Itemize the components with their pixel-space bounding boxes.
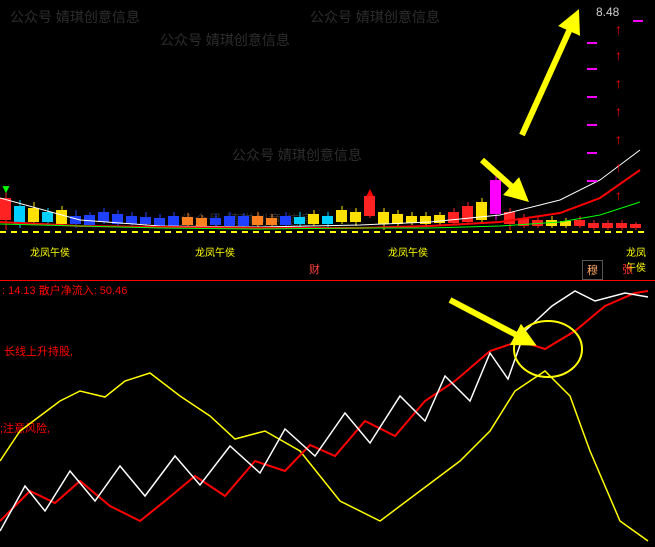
candle: [462, 202, 473, 230]
candle: [238, 213, 249, 230]
candle: [378, 208, 389, 230]
candle: [196, 215, 207, 230]
candle-marker: ▲: [364, 185, 376, 199]
candle: [532, 216, 543, 230]
candle: [448, 208, 459, 230]
candle: [140, 212, 151, 230]
candle: [420, 212, 431, 230]
candle: [560, 218, 571, 230]
up-arrow-icon: ↑: [615, 76, 622, 90]
candle: [322, 212, 333, 230]
level-dash: [587, 180, 597, 182]
marker-text: 龙凤午侯: [195, 244, 235, 259]
candle: [168, 212, 179, 230]
strip-tag: 财: [305, 260, 324, 278]
candle: [588, 220, 599, 230]
candle: [294, 212, 305, 230]
top-overlay: [0, 0, 655, 280]
candle: [476, 198, 487, 230]
candle: [392, 210, 403, 230]
tag-strip: 财 穆张: [0, 260, 655, 282]
level-dash: [587, 96, 597, 98]
candle: [210, 214, 221, 230]
candle: [154, 214, 165, 230]
candle: [574, 216, 585, 230]
watermark: 公众号 婧琪创意信息: [10, 7, 140, 27]
level-dash: [587, 68, 597, 70]
candle: [42, 208, 53, 230]
level-dash: [587, 124, 597, 126]
level-dash: [633, 20, 643, 22]
candle: [98, 208, 109, 230]
candle: [616, 220, 627, 230]
up-arrow-icon: ↑: [615, 104, 622, 118]
candle: [14, 200, 25, 230]
strip-tag: 张: [618, 260, 637, 278]
indicator-label: 长线上升持股,: [4, 346, 73, 359]
candle: [126, 212, 137, 230]
candlestick-panel: 公众号 婧琪创意信息公众号 婧琪创意信息公众号 婧琪创意信息公众号 婧琪创意信息…: [0, 0, 655, 280]
level-dash: [587, 42, 597, 44]
marker-text: 龙凤午侯: [388, 244, 428, 259]
level-dash: [587, 152, 597, 154]
candle: [56, 206, 67, 230]
candle-marker: ▼: [0, 182, 12, 196]
candle: [308, 210, 319, 230]
watermark: 公众号 婧琪创意信息: [232, 145, 362, 165]
candle: [406, 212, 417, 230]
candle: [504, 208, 515, 230]
strip-tag: 穆: [582, 260, 603, 280]
candle: [112, 210, 123, 230]
marker-text: 龙凤午侯: [30, 244, 70, 259]
candle: [490, 175, 501, 230]
candle: [280, 212, 291, 230]
up-arrow-icon: ↑: [615, 160, 622, 174]
candle: [266, 214, 277, 230]
up-arrow-icon: ↑: [615, 22, 622, 36]
candle: [70, 210, 81, 230]
up-arrow-icon: ↑: [615, 188, 622, 202]
up-arrow-icon: ↑: [615, 132, 622, 146]
candle: [434, 212, 445, 230]
candle: [84, 212, 95, 230]
candle: [224, 212, 235, 230]
candle: [336, 206, 347, 230]
candle: [602, 220, 613, 230]
watermark: 公众号 婧琪创意信息: [310, 7, 440, 27]
up-arrow-icon: ↑: [615, 48, 622, 62]
indicator-panel: : 14.13 散户净流入: 50.46 长线上升持股, ;注意风险,: [0, 280, 655, 547]
candle: [252, 212, 263, 230]
candle: [350, 208, 361, 230]
indicator-header: : 14.13 散户净流入: 50.46: [2, 285, 127, 298]
watermark: 公众号 婧琪创意信息: [160, 30, 290, 50]
candle: [518, 214, 529, 230]
candle: [182, 213, 193, 230]
indicator-label: ;注意风险,: [0, 423, 50, 436]
price-label: 8.48: [596, 5, 619, 19]
candle: [546, 216, 557, 230]
candle: [28, 202, 39, 230]
candle: [630, 222, 641, 230]
